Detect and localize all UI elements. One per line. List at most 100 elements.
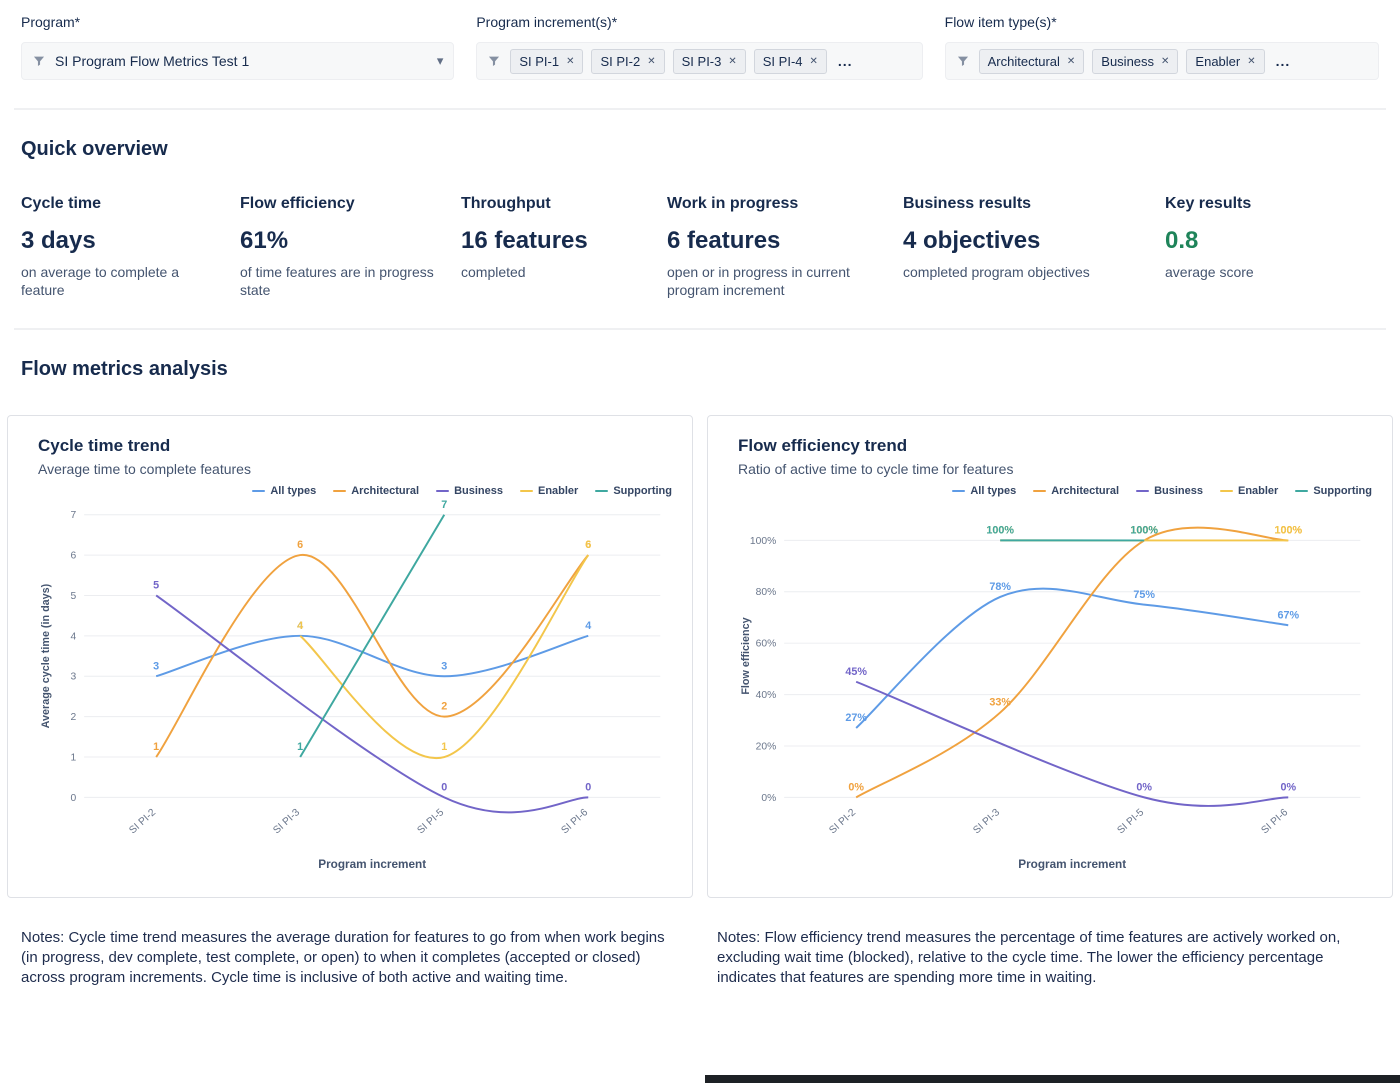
remove-chip-icon[interactable]: ✕ bbox=[1247, 55, 1256, 67]
flow-item-types-more[interactable]: ... bbox=[1275, 53, 1291, 69]
data-label: 5 bbox=[153, 579, 159, 591]
filter-chip[interactable]: SI PI-1 ✕ bbox=[510, 48, 584, 74]
data-label: 27% bbox=[845, 712, 867, 724]
horizontal-scrollbar[interactable] bbox=[705, 1075, 1400, 1083]
program-increments-select[interactable]: SI PI-1 ✕ SI PI-2 ✕ SI PI-3 ✕ SI PI-4 ✕ ... bbox=[476, 42, 923, 80]
metric-value: 61% bbox=[240, 227, 289, 254]
legend-item-architectural[interactable]: Architectural bbox=[1033, 485, 1119, 497]
filters-bar: Program* SI Program Flow Metrics Test 1 … bbox=[0, 0, 1400, 80]
legend-item-supporting[interactable]: Supporting bbox=[595, 485, 672, 497]
divider bbox=[14, 108, 1386, 110]
filter-chip[interactable]: SI PI-2 ✕ bbox=[591, 48, 665, 74]
remove-chip-icon[interactable]: ✕ bbox=[1066, 55, 1076, 67]
chip-label: SI PI-1 bbox=[519, 53, 560, 69]
series-lines bbox=[855, 526, 1289, 807]
x-tick-label: SI PI-5 bbox=[1115, 807, 1146, 836]
data-label: 0% bbox=[1136, 781, 1152, 793]
divider bbox=[14, 327, 1386, 330]
remove-chip-icon[interactable]: ✕ bbox=[1161, 55, 1170, 67]
legend-item-enabler[interactable]: Enabler bbox=[519, 484, 579, 497]
data-label: 4 bbox=[297, 620, 303, 632]
filter-funnel-icon bbox=[956, 54, 970, 68]
program-select[interactable]: SI Program Flow Metrics Test 1 ▾ bbox=[21, 42, 455, 80]
data-label: 0% bbox=[1280, 781, 1296, 793]
flow-item-types-chips: Architectural ✕ Business ✕ Enabler ✕ bbox=[978, 48, 1265, 74]
filter-chip[interactable]: SI PI-4 ✕ bbox=[753, 48, 827, 74]
legend-item-business[interactable]: Business bbox=[436, 485, 503, 497]
chart-subtitle: Ratio of active time to cycle time for f… bbox=[738, 460, 1014, 477]
legend-item-business[interactable]: Business bbox=[1136, 485, 1203, 497]
chip-label: SI PI-3 bbox=[681, 53, 722, 69]
flow-metrics-title: Flow metrics analysis bbox=[21, 357, 228, 380]
filter-chip[interactable]: SI PI-3 ✕ bbox=[672, 48, 746, 74]
chip-label: SI PI-4 bbox=[762, 53, 803, 69]
program-increments-chips: SI PI-1 ✕ SI PI-2 ✕ SI PI-3 ✕ SI PI-4 ✕ bbox=[510, 48, 827, 74]
metric-label: Key results bbox=[1165, 195, 1252, 212]
series-line-architectural bbox=[855, 526, 1289, 799]
data-label: 78% bbox=[989, 581, 1011, 593]
y-tick-label: 6 bbox=[71, 550, 77, 561]
x-tick-label: SI PI-5 bbox=[415, 807, 446, 836]
legend-item-enabler[interactable]: Enabler bbox=[1219, 485, 1278, 497]
metric-description: completed bbox=[461, 264, 526, 280]
legend-label: Supporting bbox=[1313, 484, 1372, 497]
data-label: 6 bbox=[297, 539, 303, 551]
data-label: 1 bbox=[441, 741, 447, 753]
chip-label: SI PI-2 bbox=[600, 53, 641, 69]
data-label: 3 bbox=[441, 660, 447, 672]
legend-swatch bbox=[1219, 489, 1233, 492]
x-tick-label: SI PI-3 bbox=[971, 807, 1002, 836]
metric-description: of time features are in progress state bbox=[240, 264, 434, 298]
remove-chip-icon[interactable]: ✕ bbox=[647, 55, 656, 67]
x-tick-label: SI PI-2 bbox=[827, 807, 858, 836]
series-line-architectural bbox=[155, 553, 589, 758]
x-axis-title: Program increment bbox=[1018, 858, 1126, 871]
filter-chip[interactable]: Business ✕ bbox=[1092, 48, 1179, 74]
metric-value: 16 features bbox=[461, 227, 588, 254]
metric-description: open or in progress in current program i… bbox=[667, 264, 850, 298]
legend-label: Enabler bbox=[537, 484, 579, 497]
x-tick-label: SI PI-6 bbox=[560, 807, 591, 836]
legend-item-all-types[interactable]: All types bbox=[952, 485, 1016, 497]
y-tick-label: 5 bbox=[71, 591, 77, 602]
data-labels: 27%78%75%67%0%33%100% 100%45%0% 0%100% 100%… bbox=[845, 524, 1302, 793]
metric-value: 0.8 bbox=[1165, 227, 1199, 254]
metric-work-in-progress: Work in progress 6 features open or in pro… bbox=[667, 195, 903, 300]
legend-label: Business bbox=[1154, 484, 1203, 497]
flow-item-types-select[interactable]: Architectural ✕ Business ✕ Enabler ✕ ... bbox=[944, 42, 1379, 80]
x-tick-label: SI PI-3 bbox=[271, 807, 302, 836]
legend-swatch bbox=[436, 489, 450, 492]
data-label: 1 bbox=[153, 741, 159, 753]
y-tick-label: 4 bbox=[71, 631, 77, 642]
filter-chip[interactable]: Architectural ✕ bbox=[978, 48, 1085, 74]
metric-value: 6 features bbox=[667, 227, 781, 254]
chart-legend: All types Architectural Business Enabler Sup… bbox=[38, 485, 672, 497]
series-line-all-types bbox=[855, 587, 1289, 729]
legend-item-architectural[interactable]: Architectural bbox=[333, 485, 419, 497]
filter-chip[interactable]: Enabler ✕ bbox=[1186, 48, 1265, 74]
data-label: 4 bbox=[585, 620, 591, 632]
y-tick-label: 80% bbox=[756, 587, 777, 598]
data-label: 100% bbox=[1274, 524, 1302, 536]
remove-chip-icon[interactable]: ✕ bbox=[728, 55, 737, 67]
data-label: 100% bbox=[1130, 524, 1158, 536]
remove-chip-icon[interactable]: ✕ bbox=[566, 55, 575, 67]
legend-item-supporting[interactable]: Supporting bbox=[1295, 485, 1372, 497]
metric-key-results: Key results 0.8 average score bbox=[1165, 195, 1379, 300]
data-label: 3 bbox=[153, 660, 159, 672]
y-tick-label: 100% bbox=[750, 536, 776, 547]
metrics-row: Cycle time 3 days on average to complete a… bbox=[0, 195, 1400, 300]
program-increments-more[interactable]: ... bbox=[837, 53, 853, 69]
chart-title: Flow efficiency trend bbox=[738, 435, 908, 455]
data-label: 100% bbox=[1130, 524, 1158, 536]
metric-label: Throughput bbox=[461, 195, 551, 212]
series-line-business bbox=[855, 680, 1289, 807]
flow-efficiency-note: Notes: Flow efficiency trend measures th… bbox=[717, 928, 1341, 986]
x-tick-label: SI PI-2 bbox=[127, 807, 158, 836]
filter-funnel-icon bbox=[487, 54, 501, 68]
legend-item-all-types[interactable]: All types bbox=[252, 485, 316, 497]
legend-label: Supporting bbox=[613, 484, 672, 497]
remove-chip-icon[interactable]: ✕ bbox=[809, 55, 818, 67]
legend-label: Business bbox=[454, 484, 503, 497]
